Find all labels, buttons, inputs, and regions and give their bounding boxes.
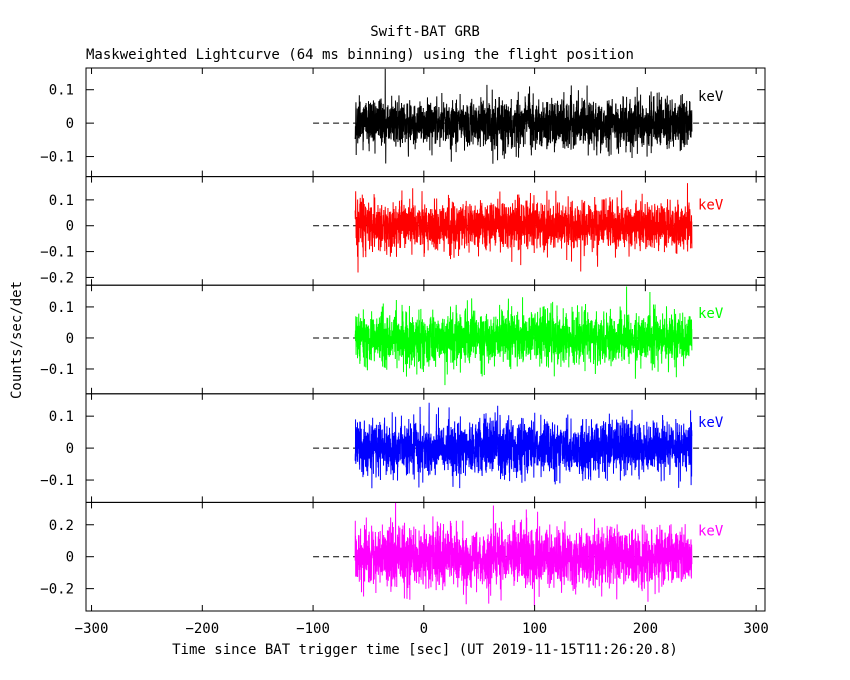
- panel-red-band: keV −0.2 −0.1 0 0.1: [40, 176, 766, 286]
- band-label-red-band: keV: [698, 198, 724, 214]
- xtick-label: −200: [185, 621, 219, 637]
- xtick-label: −100: [296, 621, 330, 637]
- ytick-label-red-band: 0: [66, 219, 74, 235]
- panel-magenta-band: keV −0.2 0 0.2: [40, 501, 766, 612]
- ytick-label-blue-band: 0.1: [49, 409, 74, 425]
- series-green-band: [354, 286, 693, 386]
- ytick-label-blue-band: 0: [66, 441, 74, 457]
- x-tick-labels: −300 −200 −100 0 100 200 300: [75, 621, 769, 637]
- xtick-label: 0: [420, 621, 428, 637]
- xtick-label: −300: [75, 621, 109, 637]
- ytick-label-green-band: 0.1: [49, 300, 74, 316]
- ytick-label-red-band: −0.1: [40, 245, 74, 261]
- series-magenta-band: [354, 502, 693, 607]
- x-axis-label: Time since BAT trigger time [sec] (UT 20…: [172, 642, 678, 658]
- series-blue-band: [354, 402, 693, 489]
- ytick-label-green-band: 0: [66, 331, 74, 347]
- series-red-band: [354, 183, 693, 273]
- ytick-label-black-band: −0.1: [40, 150, 74, 166]
- band-label-blue-band: keV: [698, 415, 724, 431]
- panel-green-band: keV −0.1 0 0.1: [40, 284, 766, 395]
- xtick-label: 300: [743, 621, 768, 637]
- ytick-label-magenta-band: 0: [66, 550, 74, 566]
- band-label-green-band: keV: [698, 306, 724, 322]
- ytick-label-red-band: 0.1: [49, 193, 74, 209]
- ytick-label-black-band: 0: [66, 116, 74, 132]
- ytick-label-blue-band: −0.1: [40, 473, 74, 489]
- ytick-label-magenta-band: 0.2: [49, 518, 74, 534]
- y-axis-label: Counts/sec/det: [9, 281, 25, 399]
- series-black-band: [354, 68, 693, 164]
- chart-subtitle: Maskweighted Lightcurve (64 ms binning) …: [86, 47, 634, 63]
- ytick-label-black-band: 0.1: [49, 83, 74, 99]
- xtick-label: 100: [522, 621, 547, 637]
- ytick-label-green-band: −0.1: [40, 362, 74, 378]
- ytick-label-red-band: −0.2: [40, 270, 74, 286]
- xtick-label: 200: [633, 621, 658, 637]
- chart-title: Swift-BAT GRB: [370, 24, 480, 40]
- band-label-magenta-band: keV: [698, 523, 724, 539]
- ytick-label-magenta-band: −0.2: [40, 582, 74, 598]
- panel-black-band: keV −0.1 0 0.1: [40, 67, 766, 178]
- panel-stack: keV−0.100.1keV−0.2−0.100.1keV−0.100.1keV…: [40, 67, 766, 612]
- band-label-black-band: keV: [698, 89, 724, 105]
